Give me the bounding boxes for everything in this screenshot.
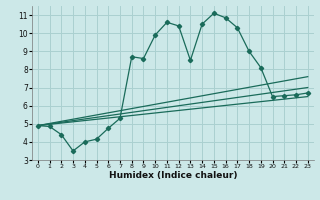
X-axis label: Humidex (Indice chaleur): Humidex (Indice chaleur) [108,171,237,180]
